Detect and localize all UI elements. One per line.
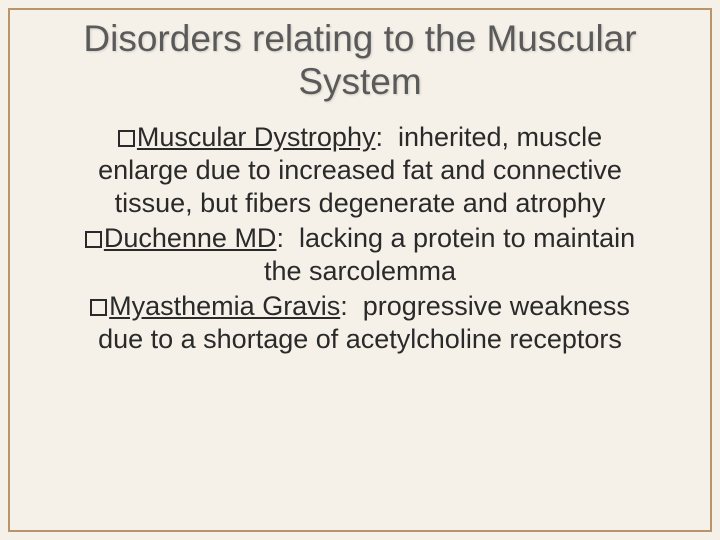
term: Myasthemia Gravis	[109, 291, 340, 321]
bullet-box-icon	[85, 231, 102, 248]
slide-title: Disorders relating to the Muscular Syste…	[60, 18, 660, 103]
slide-content: Disorders relating to the Muscular Syste…	[0, 0, 720, 378]
list-item: Duchenne MD: lacking a protein to mainta…	[70, 222, 650, 288]
list-item: Muscular Dystrophy: inherited, muscle en…	[70, 121, 650, 220]
bullet-box-icon	[90, 299, 107, 316]
term: Muscular Dystrophy	[137, 122, 376, 152]
list-item: Myasthemia Gravis: progressive weakness …	[70, 290, 650, 356]
body-text: Muscular Dystrophy: inherited, muscle en…	[60, 121, 660, 356]
definition: lacking a protein to maintain the sarcol…	[264, 223, 635, 286]
bullet-box-icon	[118, 130, 135, 147]
term: Duchenne MD	[104, 223, 277, 253]
